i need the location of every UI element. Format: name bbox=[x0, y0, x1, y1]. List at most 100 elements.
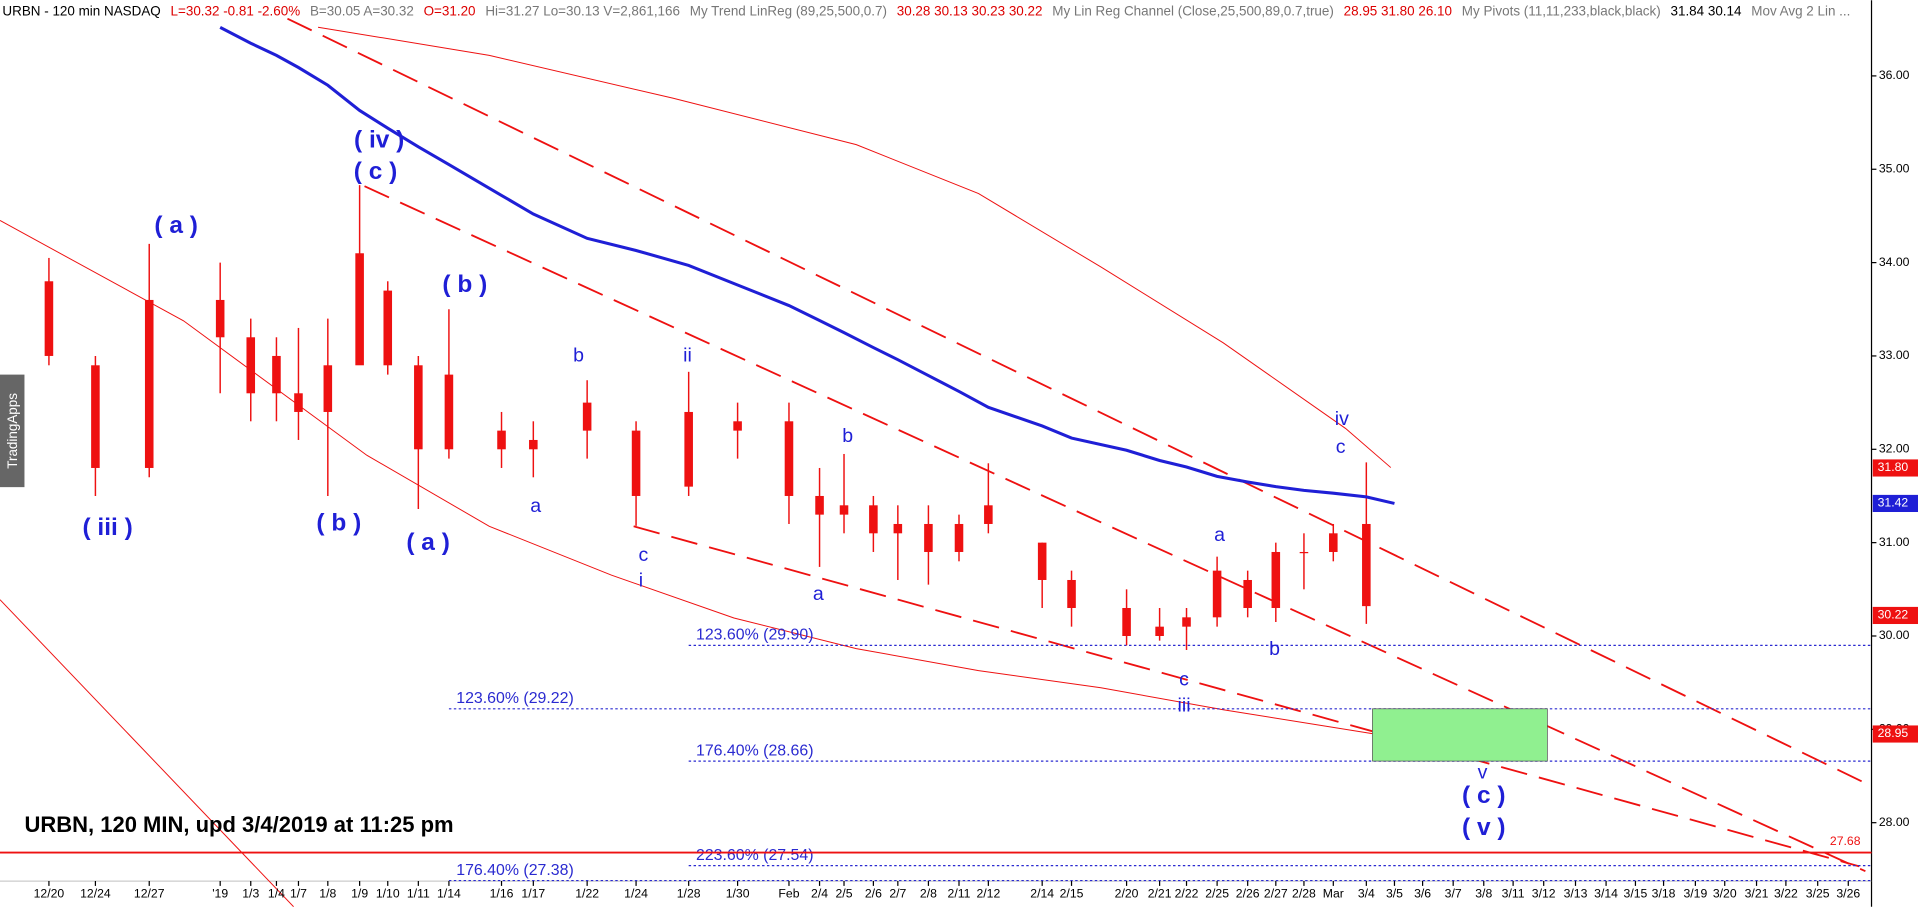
x-tick-label: 3/8 bbox=[1475, 887, 1492, 901]
wave-label: ( v ) bbox=[1462, 814, 1505, 841]
candle-body bbox=[684, 411, 693, 487]
wave-label: i bbox=[639, 569, 643, 591]
x-tick-label: 2/15 bbox=[1060, 887, 1084, 901]
x-tick-label: Mar bbox=[1323, 887, 1344, 901]
candle-body bbox=[246, 337, 256, 394]
header-item: B=30.05 A=30.32 bbox=[310, 3, 414, 18]
y-tick-label: 31.00 bbox=[1879, 535, 1910, 549]
upper-curve bbox=[317, 26, 1392, 468]
wave-label: a bbox=[530, 495, 541, 517]
candle-body bbox=[1067, 579, 1076, 608]
x-tick-label: 2/14 bbox=[1030, 887, 1054, 901]
price-tag-label: 30.22 bbox=[1878, 608, 1909, 622]
x-tick-label: 2/5 bbox=[836, 887, 853, 901]
header: URBN - 120 min NASDAQ L=30.32 -0.81 -2.60… bbox=[2, 3, 1850, 18]
fib-label: 176.40% (28.66) bbox=[696, 742, 814, 759]
watermark-bg bbox=[0, 374, 25, 488]
candle-body bbox=[1212, 570, 1222, 618]
x-tick-label: 3/4 bbox=[1358, 887, 1375, 901]
wave-label: c bbox=[1179, 669, 1189, 691]
x-tick-label: 1/11 bbox=[407, 887, 430, 901]
target-zone bbox=[1372, 708, 1548, 762]
x-tick-label: 3/7 bbox=[1445, 887, 1462, 901]
watermark: TradingApps bbox=[5, 393, 20, 469]
lower-curve bbox=[0, 220, 1377, 735]
candle-body bbox=[144, 299, 154, 468]
fib-label: 223.60% (27.54) bbox=[696, 847, 814, 864]
price-tag-label: 28.95 bbox=[1878, 726, 1909, 740]
x-tick-label: 12/24 bbox=[80, 887, 111, 901]
x-tick-label: '19 bbox=[212, 887, 228, 901]
candle-body bbox=[984, 505, 993, 524]
candle-body bbox=[383, 290, 393, 366]
x-tick-label: 3/12 bbox=[1532, 887, 1556, 901]
wave-label: c bbox=[1336, 436, 1346, 458]
price-tag-label: 31.42 bbox=[1878, 496, 1909, 510]
candle-body bbox=[1037, 542, 1047, 580]
price-tag-label: 31.80 bbox=[1878, 460, 1909, 474]
header-item: URBN - 120 min NASDAQ bbox=[2, 3, 160, 18]
x-tick-label: 2/11 bbox=[948, 887, 971, 901]
header-item: O=31.20 bbox=[424, 3, 476, 18]
candle-body bbox=[497, 430, 506, 450]
y-tick-label: 34.00 bbox=[1879, 255, 1910, 269]
x-tick-label: 3/6 bbox=[1414, 887, 1431, 901]
x-tick-label: 2/12 bbox=[976, 887, 1000, 901]
fib-label: 123.60% (29.22) bbox=[456, 690, 573, 707]
y-tick-label: 35.00 bbox=[1879, 161, 1910, 175]
candle-body bbox=[893, 523, 903, 534]
x-tick-label: 2/22 bbox=[1175, 887, 1199, 901]
x-tick-label: 2/6 bbox=[865, 887, 882, 901]
candle-body bbox=[924, 523, 933, 552]
upper-channel bbox=[287, 17, 1866, 784]
y-tick-label: 36.00 bbox=[1879, 68, 1910, 82]
wave-label: b bbox=[1269, 638, 1280, 660]
candle-body bbox=[1362, 523, 1371, 607]
x-tick-label: 2/20 bbox=[1115, 887, 1139, 901]
candle-body bbox=[529, 439, 538, 450]
x-tick-label: 1/3 bbox=[242, 887, 259, 901]
x-tick-label: 3/14 bbox=[1594, 887, 1618, 901]
lower-channel bbox=[633, 525, 1860, 868]
candle-body bbox=[869, 505, 878, 534]
candle-body bbox=[414, 365, 423, 450]
x-tick-label: 2/7 bbox=[889, 887, 906, 901]
wave-label: a bbox=[1214, 524, 1225, 546]
x-tick-label: 1/16 bbox=[490, 887, 514, 901]
x-tick-label: 1/4 bbox=[268, 887, 285, 901]
price-tag-label: 27.68 bbox=[1830, 834, 1861, 848]
y-tick-label: 28.00 bbox=[1879, 815, 1910, 829]
candle-body bbox=[355, 253, 364, 366]
x-tick-label: 3/21 bbox=[1745, 887, 1769, 901]
annotation: URBN, 120 MIN, upd 3/4/2019 at 11:25 pm bbox=[24, 812, 453, 837]
candle-body bbox=[1299, 551, 1309, 554]
price-tag-bg bbox=[1872, 494, 1918, 513]
wave-label: iii bbox=[1178, 694, 1191, 716]
wave-label: ( a ) bbox=[154, 212, 197, 239]
price-tag-bg bbox=[1872, 725, 1918, 743]
candle-body bbox=[631, 430, 641, 496]
candle-body bbox=[582, 402, 592, 431]
watermark-tab: TradingApps bbox=[0, 374, 25, 488]
y-tick-label: 30.00 bbox=[1879, 628, 1910, 642]
candle-body bbox=[1329, 533, 1338, 552]
fib-label: 176.40% (27.38) bbox=[456, 862, 573, 879]
x-tick-label: 2/26 bbox=[1236, 887, 1260, 901]
y-tick-label: 33.00 bbox=[1879, 348, 1910, 362]
header-item: 28.95 31.80 26.10 bbox=[1344, 3, 1452, 18]
y-tick-label: 32.00 bbox=[1879, 442, 1910, 456]
candle-body bbox=[1243, 579, 1252, 608]
wave-label: c bbox=[639, 544, 649, 566]
candle-body bbox=[784, 421, 794, 496]
wave-label: ( b ) bbox=[442, 271, 487, 298]
header-item: 30.28 30.13 30.23 30.22 bbox=[897, 3, 1043, 18]
moving-average bbox=[219, 26, 1395, 505]
wave-label: ( iii ) bbox=[83, 514, 133, 541]
x-tick-label: 1/30 bbox=[726, 887, 750, 901]
x-tick-label: 12/20 bbox=[34, 887, 65, 901]
candle-body bbox=[44, 281, 54, 356]
indicators bbox=[0, 17, 1866, 907]
x-tick-label: 1/28 bbox=[677, 887, 701, 901]
